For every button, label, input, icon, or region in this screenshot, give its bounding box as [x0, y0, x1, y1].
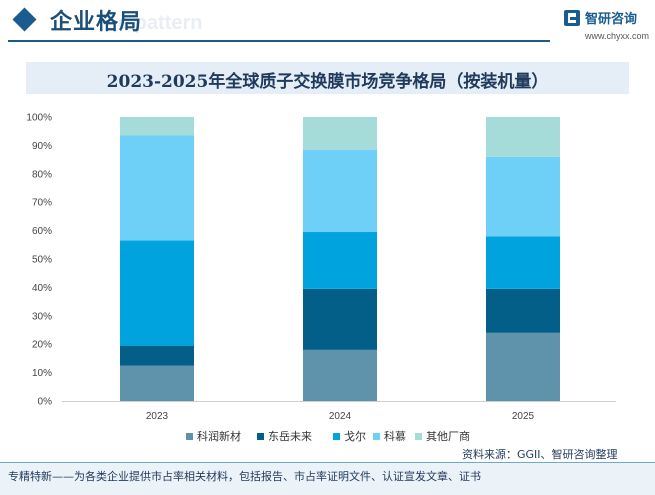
- y-tick-label: 90%: [32, 141, 52, 152]
- legend-item: 科润新材: [186, 427, 241, 445]
- legend-item: 其他厂商: [415, 427, 470, 445]
- bar-segment: [303, 288, 377, 350]
- logo-mark-icon: [564, 10, 580, 26]
- bar-segment: [120, 240, 194, 346]
- bar-segment: [486, 236, 560, 289]
- y-axis: 0% 10% 20% 30% 40% 50% 60% 70% 80% 90% 100%: [26, 113, 52, 408]
- legend-label: 东岳未来: [268, 430, 312, 443]
- legend-item: 戈尔: [333, 427, 366, 445]
- legend-swatch: [257, 432, 264, 440]
- y-tick-label: 40%: [32, 283, 52, 294]
- y-tick-label: 30%: [32, 311, 52, 322]
- y-tick-label: 50%: [32, 255, 52, 266]
- y-tick-label: 20%: [32, 340, 52, 351]
- bar-segment: [486, 117, 560, 157]
- bar-segment: [303, 232, 377, 289]
- legend-swatch: [415, 432, 422, 440]
- bar-segment: [120, 117, 194, 136]
- y-tick-label: 10%: [32, 368, 52, 379]
- chart-legend: 科润新材 东岳未来 戈尔 科慕 其他厂商: [0, 427, 655, 445]
- header: e pattern 企业格局 智研咨询 www.chyxx.com: [0, 0, 655, 44]
- bar-segment: [120, 365, 194, 401]
- logo-name: 智研咨询: [585, 12, 638, 27]
- legend-label: 科润新材: [197, 430, 241, 443]
- legend-swatch: [373, 432, 380, 440]
- chart-title-bar: 2023-2025年全球质子交换膜市场竞争格局（按装机量）: [26, 62, 629, 94]
- footer-text: 专精特新——为各类企业提供市占率相关材料，包括报告、市占率证明文件、认证宣发文章…: [8, 470, 481, 483]
- bar-segment: [303, 149, 377, 233]
- bar-segment: [486, 288, 560, 333]
- x-tick-label: 2025: [512, 411, 535, 422]
- y-tick-label: 80%: [32, 169, 52, 180]
- x-tick-label: 2024: [329, 411, 352, 422]
- footer-banner: 专精特新——为各类企业提供市占率相关材料，包括报告、市占率证明文件、认证宣发文章…: [0, 462, 655, 495]
- diamond-icon: [12, 7, 37, 32]
- section-title: 企业格局: [50, 10, 143, 35]
- y-tick-label: 60%: [32, 226, 52, 237]
- legend-swatch: [186, 432, 193, 440]
- bar-segment: [303, 117, 377, 150]
- legend-label: 其他厂商: [426, 430, 470, 443]
- x-tick-label: 2023: [146, 411, 169, 422]
- y-tick-label: 100%: [26, 113, 52, 124]
- bar-segment: [486, 332, 560, 401]
- legend-item: 科慕: [373, 427, 406, 445]
- legend-label: 戈尔: [344, 430, 366, 443]
- header-ghost-text: e pattern: [118, 12, 203, 34]
- brand-logo: 智研咨询 www.chyxx.com: [561, 6, 651, 46]
- legend-label: 科慕: [384, 430, 406, 443]
- legend-swatch: [333, 432, 340, 440]
- bar-segment: [120, 135, 194, 241]
- legend-item: 东岳未来: [257, 427, 312, 445]
- source-note: 资料来源：GGII、智研咨询整理: [462, 448, 618, 461]
- bar-segment: [486, 156, 560, 237]
- logo-url: www.chyxx.com: [585, 31, 650, 41]
- header-divider: [8, 40, 550, 42]
- chart-title: 2023-2025年全球质子交换膜市场竞争格局（按装机量）: [106, 72, 549, 92]
- stacked-bar-chart: 0%10%20%30%40%50%60%70%80%90%100% 2023 20…: [26, 113, 616, 422]
- x-axis: 2023 2024 2025: [62, 401, 616, 422]
- y-tick-label: 0%: [38, 397, 53, 408]
- y-tick-label: 70%: [32, 198, 52, 209]
- bar-segment: [120, 345, 194, 366]
- bar-segment: [303, 349, 377, 401]
- chart-bars: [120, 117, 560, 401]
